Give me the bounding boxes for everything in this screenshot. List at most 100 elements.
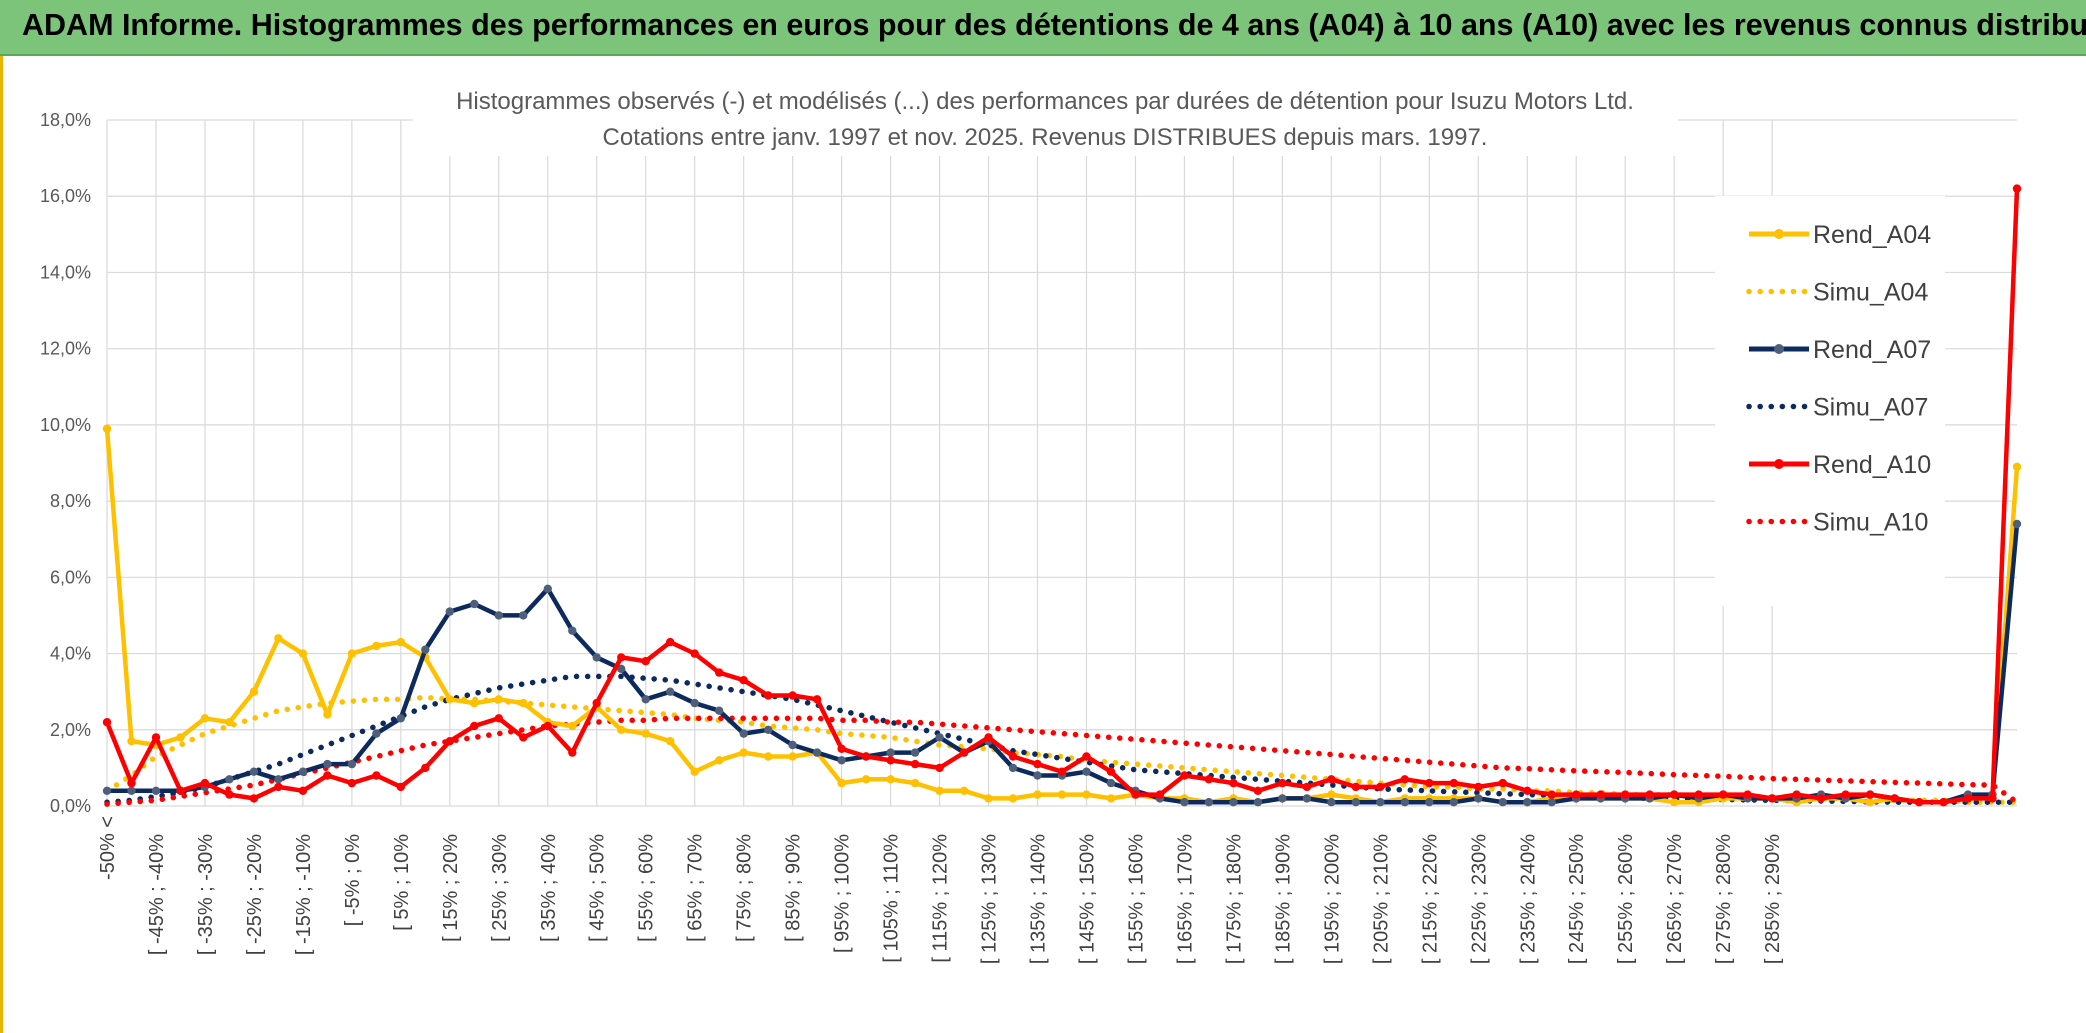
data-point-rend-a10	[935, 763, 944, 773]
data-point-rend-a10	[886, 756, 895, 765]
data-point-rend-a07	[102, 786, 112, 795]
data-point-rend-a10	[200, 778, 210, 788]
legend-marker-rend-a07	[1774, 344, 1784, 354]
data-point-rend-a10	[1988, 794, 1997, 803]
data-point-rend-a10	[1155, 790, 1165, 799]
data-point-rend-a04	[1033, 790, 1042, 799]
data-point-rend-a04	[764, 752, 773, 761]
data-point-rend-a10	[1767, 794, 1777, 803]
x-tick-label: [ 245% ; 250%	[1566, 834, 1588, 964]
y-tick-label: 0,0%	[50, 796, 91, 816]
x-tick-label: [ -35% ; -30%	[195, 834, 217, 955]
data-point-rend-a04	[470, 698, 479, 708]
data-point-rend-a10	[715, 668, 724, 677]
data-point-rend-a04	[1008, 794, 1018, 803]
data-point-rend-a10	[543, 721, 552, 731]
data-point-rend-a10	[176, 786, 185, 795]
data-point-rend-a10	[984, 733, 993, 742]
data-point-rend-a04	[984, 794, 993, 803]
data-point-rend-a07	[935, 733, 944, 742]
data-point-rend-a10	[494, 714, 503, 723]
data-point-rend-a10	[1523, 786, 1532, 795]
legend-label-simu-a04: Simu_A04	[1813, 279, 1928, 307]
y-tick-label: 8,0%	[50, 491, 91, 511]
data-point-rend-a07	[910, 748, 920, 757]
data-point-rend-a04	[715, 756, 724, 765]
data-point-rend-a07	[1400, 798, 1410, 807]
data-point-rend-a04	[1865, 798, 1875, 807]
data-point-rend-a07	[764, 725, 773, 734]
data-point-rend-a10	[372, 771, 381, 780]
data-point-rend-a10	[249, 794, 259, 803]
data-point-rend-a10	[910, 759, 920, 769]
data-point-rend-a04	[396, 637, 405, 647]
data-point-rend-a10	[1498, 778, 1508, 788]
data-point-rend-a10	[1253, 786, 1263, 795]
data-point-rend-a04	[274, 634, 283, 643]
x-tick-label: [ 115% ; 120%	[930, 834, 952, 963]
data-point-rend-a10	[641, 657, 650, 666]
data-point-rend-a07	[249, 767, 259, 776]
x-tick-label: [ 145% ; 150%	[1076, 834, 1098, 964]
data-point-rend-a07	[592, 653, 601, 662]
x-tick-label: [ 265% ; 270%	[1664, 834, 1686, 964]
data-point-rend-a04	[1327, 790, 1336, 799]
x-tick-label: [ 125% ; 130%	[979, 834, 1001, 964]
data-point-rend-a07	[641, 695, 650, 704]
data-point-rend-a07	[347, 759, 357, 769]
x-tick-label: [ 65% ; 70%	[685, 834, 707, 942]
data-point-rend-a04	[861, 775, 871, 784]
data-point-rend-a10	[1302, 782, 1312, 792]
data-point-rend-a10	[1376, 782, 1385, 792]
x-tick-label: [ 85% ; 90%	[783, 834, 805, 942]
data-point-rend-a07	[225, 775, 234, 784]
series-lines	[102, 184, 2022, 807]
data-point-rend-a10	[1841, 790, 1850, 799]
x-tick-label: -50% <	[97, 816, 119, 880]
x-tick-label: [ 225% ; 230%	[1468, 834, 1490, 964]
data-point-rend-a07	[519, 611, 528, 620]
data-point-rend-a04	[739, 748, 748, 757]
data-point-rend-a07	[1302, 794, 1312, 803]
data-point-rend-a10	[127, 778, 136, 788]
data-point-rend-a07	[445, 607, 454, 616]
data-point-rend-a10	[861, 752, 871, 761]
data-point-rend-a07	[470, 599, 479, 609]
data-point-rend-a10	[1792, 790, 1801, 799]
data-point-rend-a10	[1816, 794, 1826, 803]
x-tick-label: [ -5% ; 0%	[342, 834, 364, 926]
data-point-rend-a10	[1719, 790, 1728, 799]
data-point-rend-a07	[1008, 763, 1018, 773]
data-point-rend-a10	[1008, 752, 1018, 761]
data-point-rend-a07	[1351, 798, 1361, 807]
data-point-rend-a10	[1572, 790, 1581, 799]
data-point-rend-a10	[1694, 790, 1703, 799]
data-point-rend-a10	[1057, 767, 1067, 776]
data-point-rend-a04	[959, 786, 969, 795]
data-point-rend-a04	[519, 698, 528, 708]
y-tick-label: 14,0%	[40, 262, 91, 282]
data-point-rend-a10	[347, 778, 357, 788]
data-point-rend-a04	[666, 737, 675, 746]
series-line-simu-a10	[104, 715, 2020, 807]
data-point-rend-a04	[323, 710, 332, 719]
x-tick-label: [ -15% ; -10%	[293, 834, 315, 955]
data-point-rend-a10	[298, 786, 308, 795]
x-tick-label: [ 215% ; 220%	[1419, 834, 1441, 964]
x-tick-label: [ 45% ; 50%	[587, 834, 609, 942]
legend-label-rend-a10: Rend_A10	[1813, 451, 1931, 479]
x-tick-label: [ 75% ; 80%	[734, 834, 756, 942]
x-tick-label: [ -25% ; -20%	[244, 834, 266, 955]
data-point-rend-a10	[1963, 794, 1973, 803]
data-point-rend-a10	[274, 782, 283, 792]
x-tick-label: [ 35% ; 40%	[538, 834, 560, 942]
data-point-rend-a10	[421, 763, 430, 773]
data-point-rend-a10	[225, 790, 234, 799]
data-point-rend-a07	[1180, 798, 1189, 807]
legend-marker-rend-a10	[1774, 459, 1784, 469]
x-tick-label: [ 285% ; 290%	[1762, 834, 1784, 964]
data-point-rend-a10	[323, 771, 332, 780]
data-point-rend-a04	[372, 641, 381, 651]
data-point-rend-a10	[1914, 798, 1924, 807]
data-point-rend-a07	[617, 664, 626, 673]
